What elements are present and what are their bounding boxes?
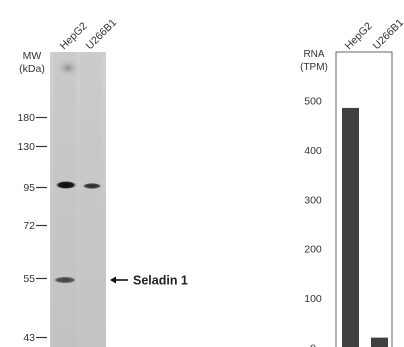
svg-text:43: 43 — [23, 332, 35, 344]
western-blot-panel: MW (kDa) HepG2 U266B1 180 130 95 72 — [17, 17, 188, 347]
seladin-arrow — [110, 276, 128, 284]
mw-header: MW — [23, 50, 42, 62]
band-u266b1-95kda — [82, 182, 102, 190]
y-tick-label: 400 — [304, 145, 322, 157]
marker-43: 43 — [23, 332, 47, 344]
svg-text:72: 72 — [23, 220, 35, 232]
y-tick-label: 200 — [304, 244, 322, 256]
bars — [342, 107, 388, 347]
marker-95: 95 — [23, 182, 47, 194]
lane-hepg2 — [54, 52, 76, 347]
lane-label-u266b1: U266B1 — [84, 17, 119, 52]
band-label: Seladin 1 — [133, 274, 188, 288]
marker-55: 55 — [23, 273, 47, 285]
bar-u266b1 — [371, 337, 388, 347]
lane-u266b1 — [80, 52, 102, 347]
blot-membrane — [50, 52, 106, 347]
y-axis-title-line1: RNA — [303, 49, 324, 60]
marker-180: 180 — [17, 112, 47, 124]
marker-72: 72 — [23, 220, 47, 232]
x-label-u266b1: U266B1 — [371, 17, 404, 52]
y-tick-label: 500 — [304, 96, 322, 108]
y-axis-title-line2: (TPM) — [300, 62, 328, 73]
y-tick-labels: 500 400 300 200 100 0 — [304, 96, 322, 347]
svg-text:130: 130 — [17, 141, 35, 153]
band-hepg2-seladin1 — [53, 276, 77, 284]
mw-unit: (kDa) — [19, 63, 45, 75]
svg-text:180: 180 — [17, 112, 35, 124]
rna-chart-panel: RNA (TPM) HepG2 U266B1 500 400 300 200 100 0 — [300, 17, 404, 347]
svg-text:55: 55 — [23, 273, 35, 285]
lane-label-hepg2: HepG2 — [58, 20, 90, 52]
band-hepg2-95kda — [55, 180, 77, 190]
y-tick-label: 100 — [304, 293, 322, 305]
y-tick-label: 300 — [304, 194, 322, 206]
x-label-hepg2: HepG2 — [343, 20, 375, 52]
svg-text:95: 95 — [23, 182, 35, 194]
bar-hepg2 — [342, 107, 359, 347]
plot-frame — [335, 51, 393, 347]
marker-130: 130 — [17, 141, 47, 153]
top-smear — [56, 59, 80, 77]
y-tick-label: 0 — [310, 343, 316, 347]
